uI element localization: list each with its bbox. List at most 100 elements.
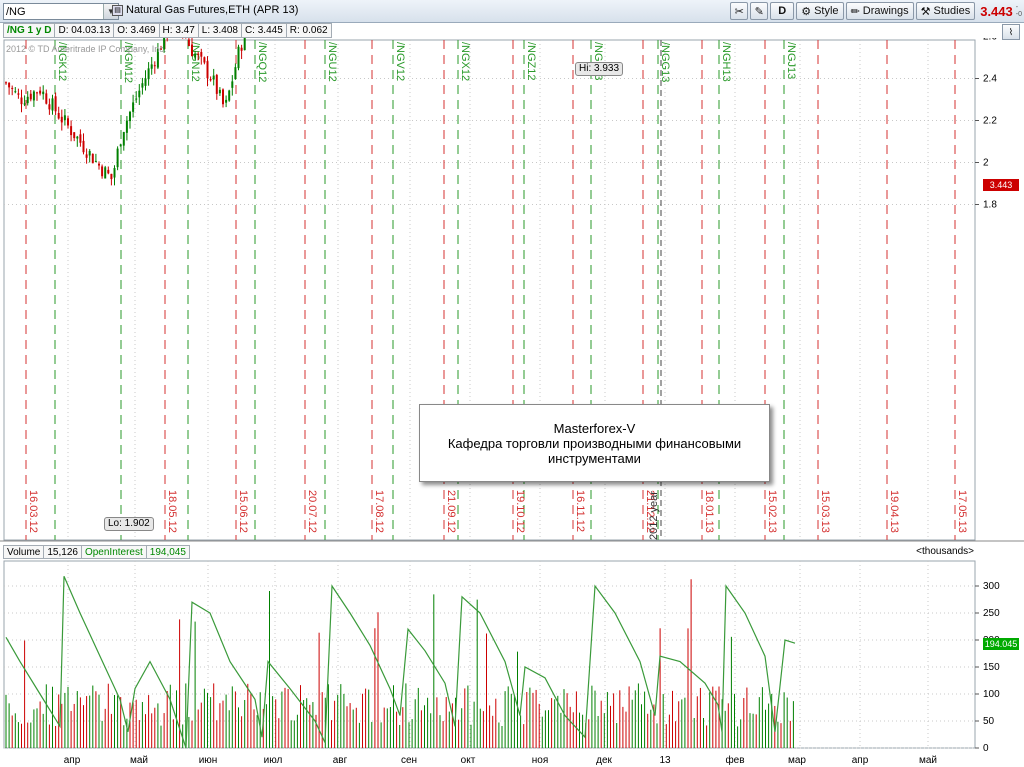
date-label: 15.06.12 xyxy=(237,490,249,533)
candle-body xyxy=(156,48,159,68)
month-label: июл xyxy=(264,755,283,766)
symbol-period[interactable]: /NG 1 y D xyxy=(3,23,56,38)
volume-tick-label: 300 xyxy=(983,581,1000,592)
quote-low: L: 3.408 xyxy=(198,23,242,38)
candle-body xyxy=(70,126,73,136)
expiry-label: /NGN12 xyxy=(189,42,201,82)
pencil-icon: ✏ xyxy=(850,5,860,18)
instrument-icon: ▤ xyxy=(112,4,123,16)
quote-open: O: 3.469 xyxy=(114,23,160,38)
candle-body xyxy=(231,81,234,88)
candle-body xyxy=(63,115,66,121)
date-label: 16.11.12 xyxy=(574,490,586,532)
year-label: 2012 year xyxy=(648,491,660,540)
candle-body xyxy=(132,102,135,112)
volume-tick-label: 50 xyxy=(983,716,995,727)
date-label: 16.03.12 xyxy=(27,490,39,533)
date-label: 21.12.12 xyxy=(644,490,656,533)
volume-tick-label: 150 xyxy=(983,662,1000,673)
last-price-label: 3.443 xyxy=(983,179,1019,191)
date-label: 20.07.12 xyxy=(306,490,318,533)
price-tick-label: 2.6 xyxy=(983,38,997,43)
expiry-label: /NGJ13 xyxy=(785,42,797,79)
style-button[interactable]: ⚙ Style xyxy=(796,2,844,20)
month-label: мар xyxy=(788,755,806,766)
candles xyxy=(5,38,246,186)
candle-body xyxy=(240,47,243,51)
candle-body xyxy=(215,75,218,94)
candle-body xyxy=(110,173,113,180)
expiry-label: /NGZ12 xyxy=(525,42,537,81)
candle-body xyxy=(107,169,110,174)
price-tick-label: 2.2 xyxy=(983,116,997,127)
price-tick-label: 1.8 xyxy=(983,200,997,211)
date-label: 15.03.13 xyxy=(819,490,831,533)
quote-info-bar: /NG 1 y D D: 04.03.13 O: 3.469 H: 3.47 L… xyxy=(3,23,332,38)
candle-body xyxy=(8,82,11,88)
date-label: 21.09.12 xyxy=(445,490,457,533)
instrument-name: Natural Gas Futures,ETH (APR 13) xyxy=(126,4,299,16)
style-icon: ⚙ xyxy=(801,5,812,18)
candle-body xyxy=(20,97,23,105)
price-chart[interactable]: 43.83.63.43.232.82.62.42.221.8/NGK12/NGM… xyxy=(0,38,1024,767)
watermark-box: Masterforex-V Кафедра торговли производн… xyxy=(419,404,770,482)
candle-body xyxy=(203,57,206,63)
candle-body xyxy=(209,79,212,81)
candle-body xyxy=(104,167,107,179)
month-label: апр xyxy=(64,755,81,766)
studies-label: Studies xyxy=(933,5,971,17)
candle-body xyxy=(36,92,38,94)
candle-body xyxy=(94,160,97,162)
date-label: 19.10.12 xyxy=(514,490,526,533)
candle-body xyxy=(42,91,45,95)
studies-button[interactable]: ⚒ Studies xyxy=(915,2,976,20)
volume-info-bar: Volume 15,126 OpenInterest 194,045 xyxy=(3,545,190,559)
open-interest-line xyxy=(5,576,796,749)
tools-icon[interactable]: ✂ xyxy=(730,2,749,20)
period-d-button[interactable]: D xyxy=(770,2,795,20)
candle-body xyxy=(228,90,231,101)
candle-body xyxy=(29,93,32,100)
volume-units: <thousands> xyxy=(916,546,974,557)
candle-body xyxy=(14,91,17,93)
quote-high: H: 3.47 xyxy=(159,23,199,38)
candle-body xyxy=(116,148,119,168)
candle-body xyxy=(91,153,94,164)
price-tick-label: 2 xyxy=(983,158,989,169)
candle-body xyxy=(5,82,7,84)
volume-label: Volume xyxy=(3,545,45,559)
candle-body xyxy=(125,120,128,133)
price-delta: - -0 xyxy=(1016,4,1022,18)
candle-body xyxy=(32,91,35,101)
candle-body xyxy=(79,134,82,143)
date-label: 17.05.13 xyxy=(956,490,968,533)
candle-body xyxy=(122,132,125,146)
candle-body xyxy=(218,89,221,94)
candle-body xyxy=(191,44,193,57)
candle-body xyxy=(82,140,85,153)
candle-body xyxy=(212,75,215,80)
candle-body xyxy=(11,87,14,89)
symbol-value[interactable]: /NG xyxy=(6,5,26,18)
candle-body xyxy=(200,52,203,57)
month-label: май xyxy=(919,755,937,766)
candle-body xyxy=(60,116,63,123)
volume-value: 15,126 xyxy=(44,545,82,559)
wrench-icon[interactable]: ✎ xyxy=(750,2,769,20)
drawings-button[interactable]: ✏ Drawings xyxy=(845,2,914,20)
candle-body xyxy=(222,89,224,105)
candle-body xyxy=(138,90,141,98)
candle-body xyxy=(76,136,79,139)
volume-bars xyxy=(5,579,794,748)
candle-body xyxy=(129,111,131,122)
low-label: Lo: 1.902 xyxy=(104,517,154,531)
open-interest-value: 194,045 xyxy=(146,545,190,559)
chart-settings-icon[interactable]: ⌇ xyxy=(1002,24,1020,40)
symbol-input[interactable]: /NG ▼ xyxy=(3,3,119,20)
candle-body xyxy=(54,96,57,112)
candle-body xyxy=(194,53,197,58)
candle-body xyxy=(150,64,153,69)
date-label: 18.05.12 xyxy=(166,490,178,533)
price-delta-up: - xyxy=(1015,4,1019,11)
drawings-label: Drawings xyxy=(862,5,909,17)
